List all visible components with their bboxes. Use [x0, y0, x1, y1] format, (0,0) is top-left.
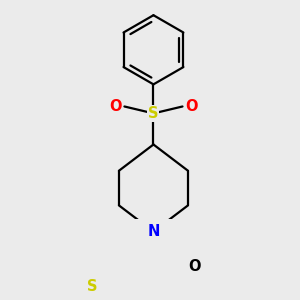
Text: S: S [87, 280, 98, 295]
Text: O: O [185, 99, 198, 114]
Text: O: O [109, 99, 122, 114]
Text: S: S [148, 106, 159, 121]
Text: O: O [189, 259, 201, 274]
Text: N: N [147, 224, 160, 239]
